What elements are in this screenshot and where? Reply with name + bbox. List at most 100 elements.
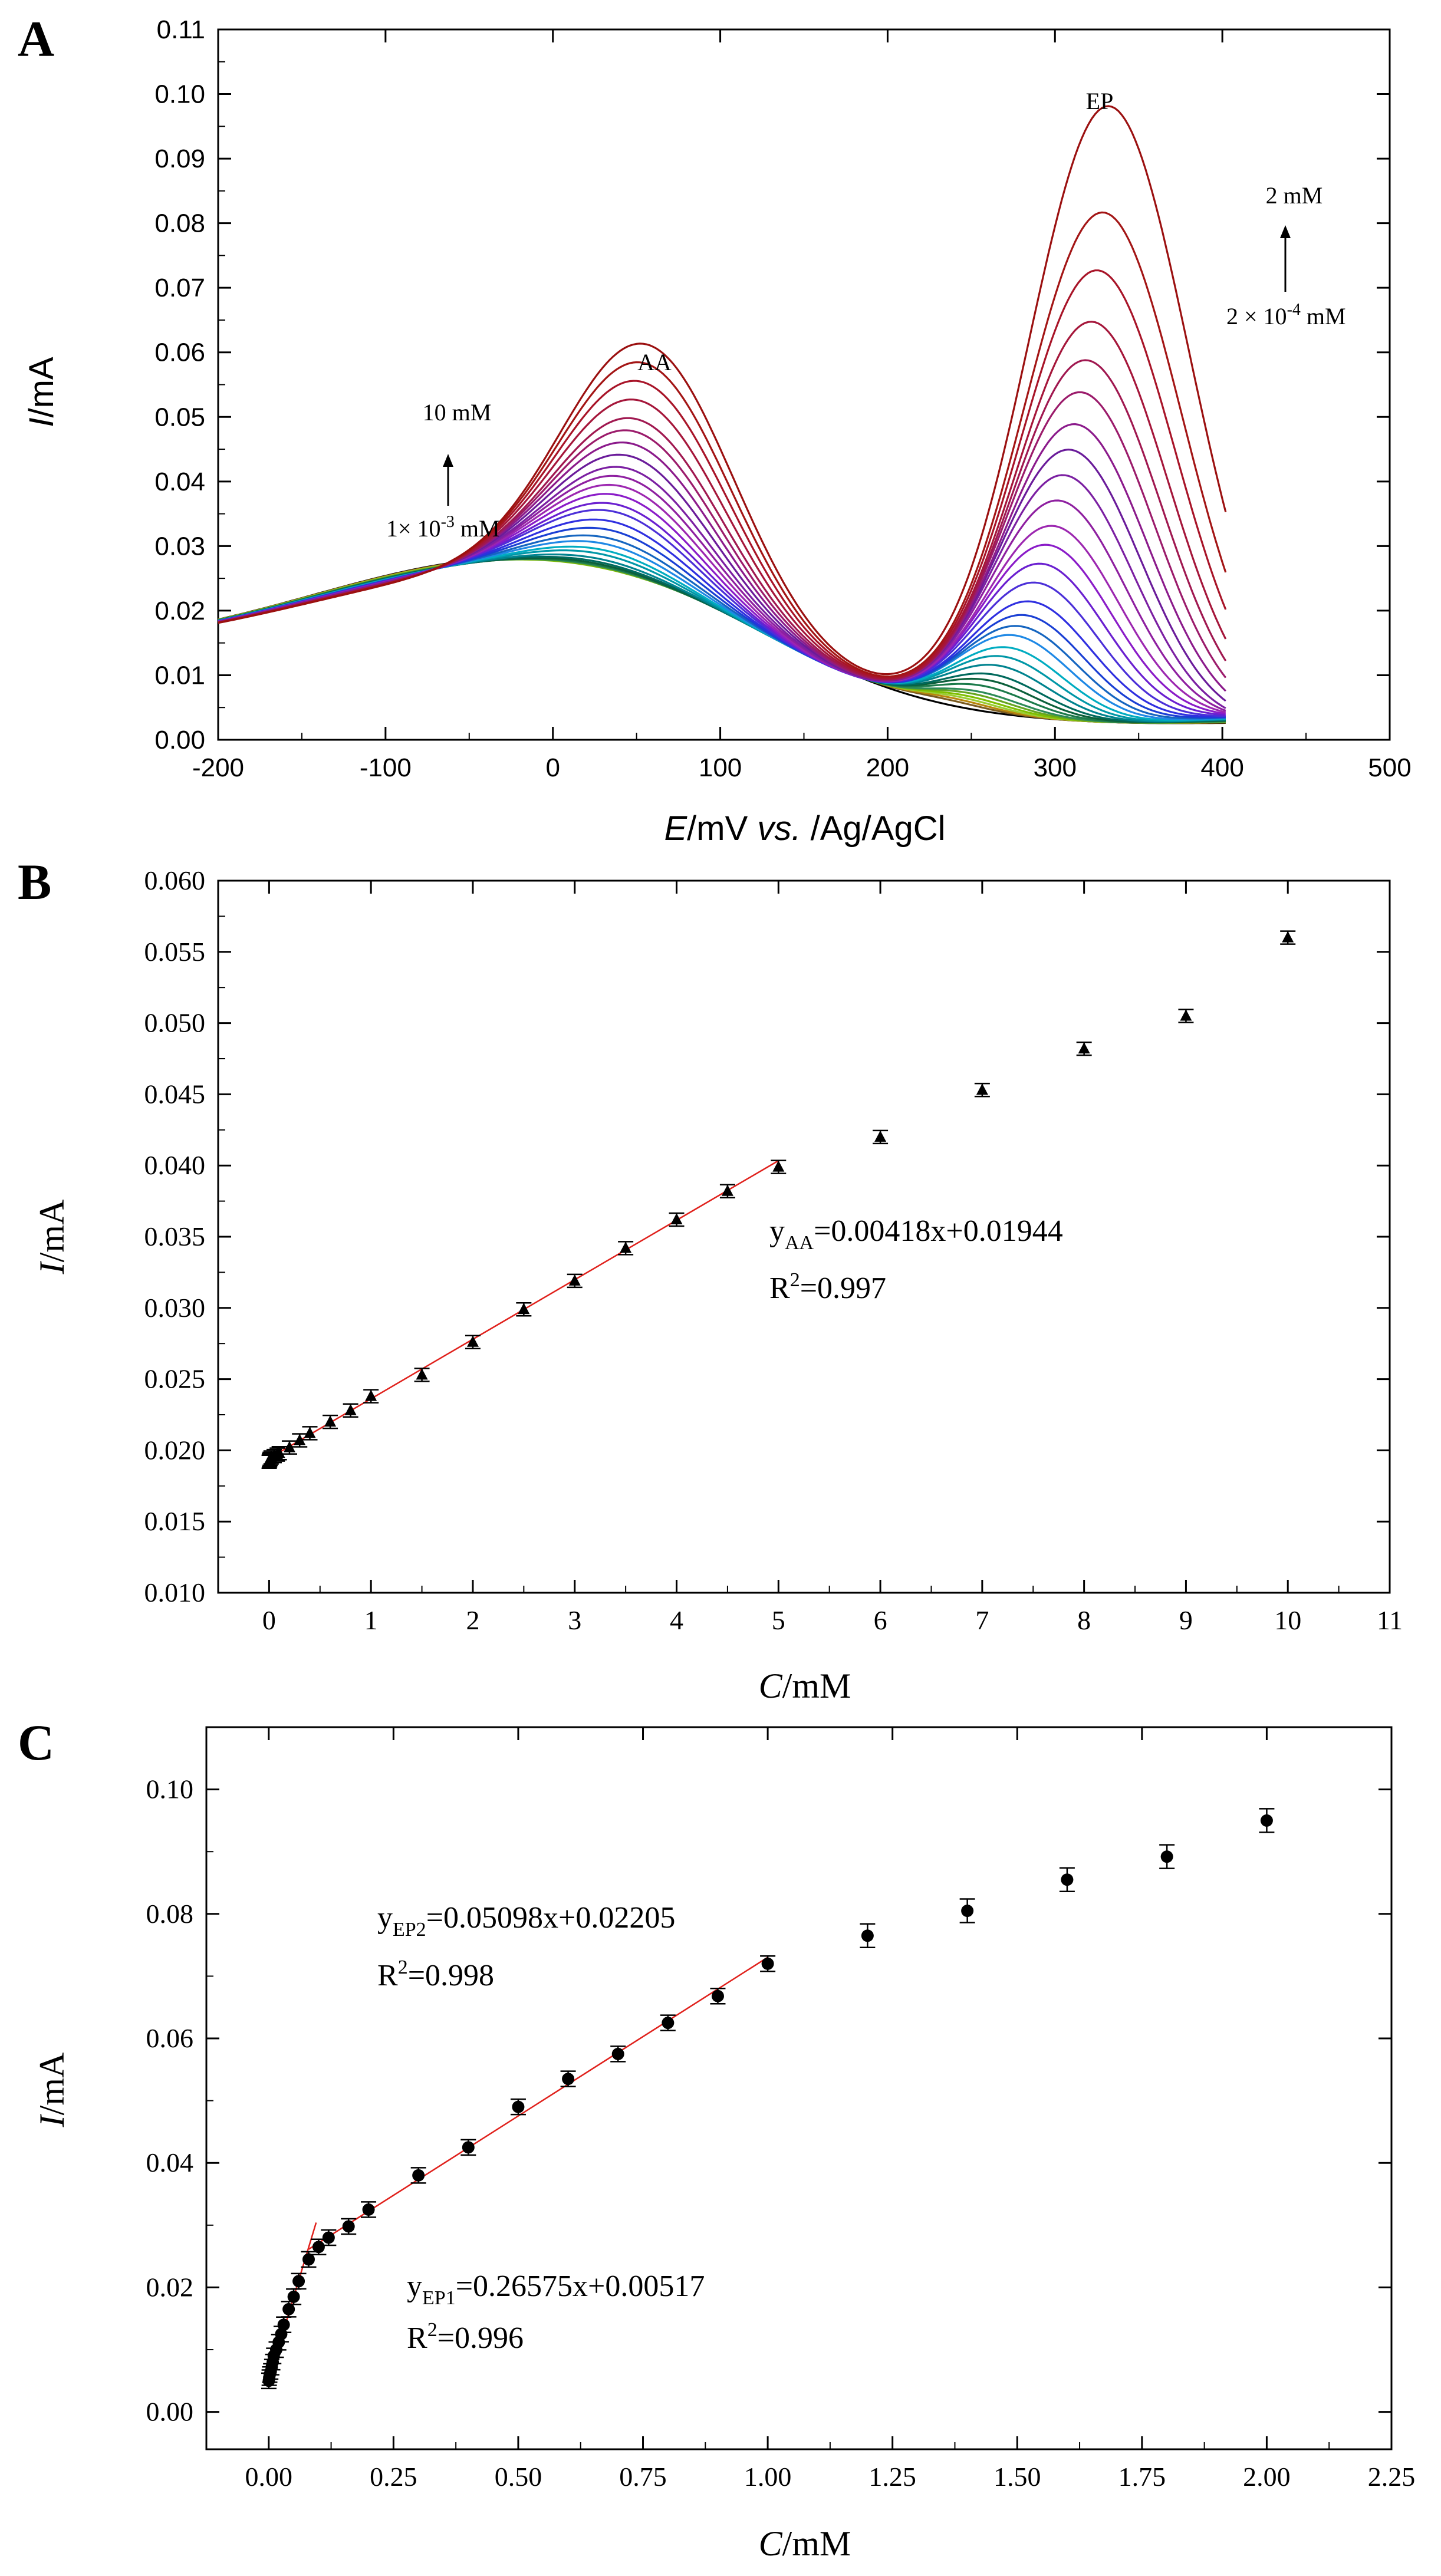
cv-curve-c16	[218, 526, 1226, 719]
panel-a-ylabel: I/mA	[22, 357, 61, 427]
y-tick-label: 0.02	[154, 597, 205, 625]
panel-c-r2-2: R2=0.998	[377, 1956, 494, 1992]
panel-a-xlabel: E/mV vs. /Ag/AgCl	[664, 809, 945, 848]
ep-data-point	[662, 2017, 675, 2030]
y-tick-label: 0.08	[154, 209, 205, 238]
panel-c-ylabel: I/mA	[32, 2053, 71, 2128]
ep-data-point	[611, 2047, 624, 2060]
y-tick-label: 0.01	[154, 661, 205, 690]
aa-data-point	[1282, 931, 1294, 943]
aa-data-point	[294, 1434, 306, 1445]
ep-data-point	[362, 2203, 375, 2216]
y-tick-label: 0.010	[144, 1577, 206, 1607]
panel-b-axis-ticks: 0 1 2 3 4 5 6 7 8 9 10 11 0.010 0.015 0.020 0.025 0.030 0…	[144, 865, 1403, 1635]
y-tick-label: 0.045	[144, 1079, 206, 1109]
y-tick-label: 0.06	[146, 2023, 194, 2053]
aa-data-point	[721, 1184, 733, 1196]
ep-data-point	[302, 2253, 315, 2266]
ep-fit-line-2	[308, 1956, 768, 2250]
aa-data-point	[620, 1241, 632, 1253]
panel-a-plot: -200 -100 0 100 200 300 400 500 0.00 0.01 0.02 0.03…	[154, 15, 1411, 782]
x-tick-label: 7	[975, 1605, 989, 1635]
ep-data-point	[277, 2318, 290, 2331]
panel-c-xlabel: C/mM	[759, 2524, 851, 2563]
ep-data-point	[462, 2141, 475, 2154]
x-tick-label: 0.00	[245, 2462, 293, 2492]
aa-data-point	[283, 1441, 295, 1452]
y-tick-label: 0.040	[144, 1150, 206, 1180]
aa-data-point	[874, 1130, 887, 1142]
x-tick-label: 1.00	[744, 2462, 792, 2492]
panel-c-equation-1: yEP1=0.26575x+0.00517	[407, 2269, 705, 2309]
x-tick-label: 200	[866, 753, 909, 782]
y-tick-label: 0.025	[144, 1364, 206, 1394]
aa-data-point	[304, 1427, 316, 1438]
aa-data-point	[1078, 1042, 1090, 1054]
y-tick-label: 0.06	[154, 338, 205, 367]
aa-data-point	[466, 1335, 479, 1347]
panel-b-r2: R2=0.997	[769, 1269, 886, 1305]
ep-data-point	[961, 1905, 974, 1918]
x-tick-label: 0	[262, 1605, 276, 1635]
aa-arrow-top-label: 10 mM	[423, 399, 492, 426]
aa-data-point	[324, 1415, 337, 1427]
x-tick-label: 5	[772, 1605, 785, 1635]
y-tick-label: 0.02	[146, 2272, 194, 2302]
y-tick-label: 0.00	[154, 726, 205, 755]
y-tick-label: 0.030	[144, 1293, 206, 1323]
x-tick-label: 1.75	[1118, 2462, 1166, 2492]
ep-arrow-bottom-label: 2 × 10-4 mM	[1226, 301, 1346, 330]
y-tick-label: 0.11	[157, 15, 205, 44]
panel-b-label: B	[18, 854, 51, 910]
ep-data-point	[1061, 1873, 1074, 1886]
y-tick-label: 0.05	[154, 403, 205, 431]
ep-data-point	[711, 1989, 724, 2002]
cv-curve-c25	[218, 423, 1226, 692]
panel-b-xlabel: C/mM	[759, 1666, 851, 1705]
x-tick-label: 300	[1034, 753, 1077, 782]
ep-data-point	[342, 2220, 355, 2233]
x-tick-label: 8	[1077, 1605, 1091, 1635]
ep-data-point	[562, 2073, 575, 2086]
x-tick-label: 0.25	[370, 2462, 417, 2492]
cv-curve-c15	[218, 534, 1226, 720]
panel-c-points	[261, 1808, 1275, 2390]
aa-data-point	[416, 1368, 428, 1380]
x-tick-label: 1	[364, 1605, 378, 1635]
panel-b-equation: yAA=0.00418x+0.01944	[769, 1214, 1063, 1254]
panel-b-points	[261, 930, 1296, 1469]
x-tick-label: 0	[545, 753, 560, 782]
x-tick-label: 2.25	[1368, 2462, 1416, 2492]
x-tick-label: 6	[874, 1605, 887, 1635]
y-tick-label: 0.07	[154, 274, 205, 302]
aa-arrow-bottom-label: 1× 10-3 mM	[386, 513, 500, 542]
aa-data-point	[365, 1389, 377, 1401]
panel-c-axis-ticks: 0.00 0.25 0.50 0.75 1.00 1.25 1.50 1.75 2.00 2.25…	[146, 1727, 1416, 2492]
x-tick-label: 1.25	[868, 2462, 916, 2492]
aa-data-point	[568, 1274, 581, 1286]
peak-label-ep: EP	[1086, 88, 1114, 114]
x-tick-label: 400	[1200, 753, 1243, 782]
ep-data-point	[861, 1929, 874, 1942]
x-tick-label: 0.75	[619, 2462, 667, 2492]
x-tick-label: 3	[568, 1605, 581, 1635]
panel-b-ylabel: I/mA	[32, 1200, 71, 1275]
x-tick-label: -100	[360, 753, 412, 782]
y-tick-label: 0.03	[154, 532, 205, 561]
panel-a-label: A	[18, 11, 54, 67]
cv-curve-c13	[218, 545, 1226, 722]
y-tick-label: 0.035	[144, 1221, 206, 1251]
ep-data-point	[312, 2241, 325, 2254]
panel-c-equation-2: yEP2=0.05098x+0.02205	[377, 1901, 675, 1941]
y-tick-label: 0.04	[146, 2147, 194, 2178]
y-tick-label: 0.09	[154, 144, 205, 173]
ep-data-point	[412, 2169, 425, 2182]
ep-data-point	[322, 2231, 335, 2244]
x-tick-label: 1.50	[993, 2462, 1041, 2492]
ep-data-point	[287, 2290, 300, 2303]
y-tick-label: 0.00	[146, 2397, 194, 2427]
y-tick-label: 0.10	[154, 80, 205, 109]
y-tick-label: 0.060	[144, 865, 206, 895]
panel-b-plot: 0 1 2 3 4 5 6 7 8 9 10 11 0.010 0.015 0.020 0.025 0.030 0…	[144, 865, 1403, 1635]
